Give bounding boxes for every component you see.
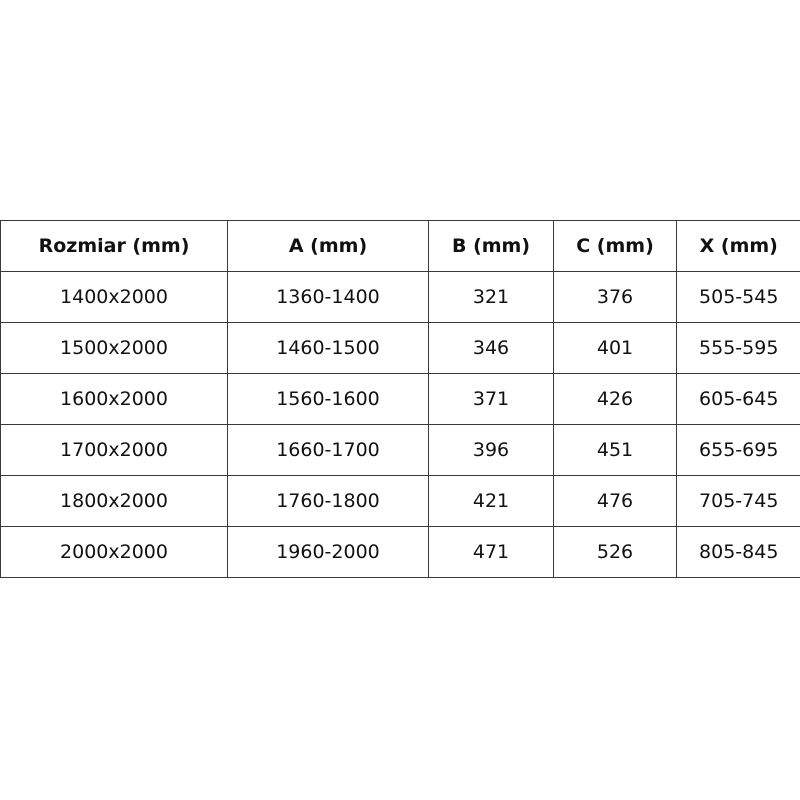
cell-c: 451 (553, 424, 677, 476)
table-row: 1600x2000 1560-1600 371 426 605-645 (0, 373, 800, 425)
cell-b: 321 (428, 271, 554, 323)
cell-x: 605-645 (676, 373, 800, 425)
cell-b: 371 (428, 373, 554, 425)
header-b: B (mm) (428, 220, 554, 272)
cell-x: 805-845 (676, 526, 800, 578)
table-row: 1500x2000 1460-1500 346 401 555-595 (0, 322, 800, 374)
cell-c: 526 (553, 526, 677, 578)
cell-x: 555-595 (676, 322, 800, 374)
table-row: 1400x2000 1360-1400 321 376 505-545 (0, 271, 800, 323)
cell-b: 396 (428, 424, 554, 476)
header-c: C (mm) (553, 220, 677, 272)
cell-x: 505-545 (676, 271, 800, 323)
cell-size: 1500x2000 (0, 322, 228, 374)
cell-b: 346 (428, 322, 554, 374)
header-x: X (mm) (676, 220, 800, 272)
header-size: Rozmiar (mm) (0, 220, 228, 272)
cell-c: 401 (553, 322, 677, 374)
header-a: A (mm) (227, 220, 429, 272)
header-row: Rozmiar (mm) A (mm) B (mm) C (mm) X (mm) (0, 220, 800, 272)
cell-a: 1560-1600 (227, 373, 429, 425)
cell-a: 1360-1400 (227, 271, 429, 323)
cell-a: 1960-2000 (227, 526, 429, 578)
table-row: 1800x2000 1760-1800 421 476 705-745 (0, 475, 800, 527)
cell-a: 1460-1500 (227, 322, 429, 374)
cell-size: 1800x2000 (0, 475, 228, 527)
table-row: 1700x2000 1660-1700 396 451 655-695 (0, 424, 800, 476)
cell-size: 1600x2000 (0, 373, 228, 425)
cell-a: 1760-1800 (227, 475, 429, 527)
cell-x: 705-745 (676, 475, 800, 527)
cell-c: 476 (553, 475, 677, 527)
cell-a: 1660-1700 (227, 424, 429, 476)
table-row: 2000x2000 1960-2000 471 526 805-845 (0, 526, 800, 578)
cell-c: 376 (553, 271, 677, 323)
cell-b: 421 (428, 475, 554, 527)
cell-x: 655-695 (676, 424, 800, 476)
cell-size: 2000x2000 (0, 526, 228, 578)
cell-size: 1400x2000 (0, 271, 228, 323)
cell-size: 1700x2000 (0, 424, 228, 476)
cell-c: 426 (553, 373, 677, 425)
cell-b: 471 (428, 526, 554, 578)
dimensions-table: Rozmiar (mm) A (mm) B (mm) C (mm) X (mm)… (0, 220, 800, 578)
